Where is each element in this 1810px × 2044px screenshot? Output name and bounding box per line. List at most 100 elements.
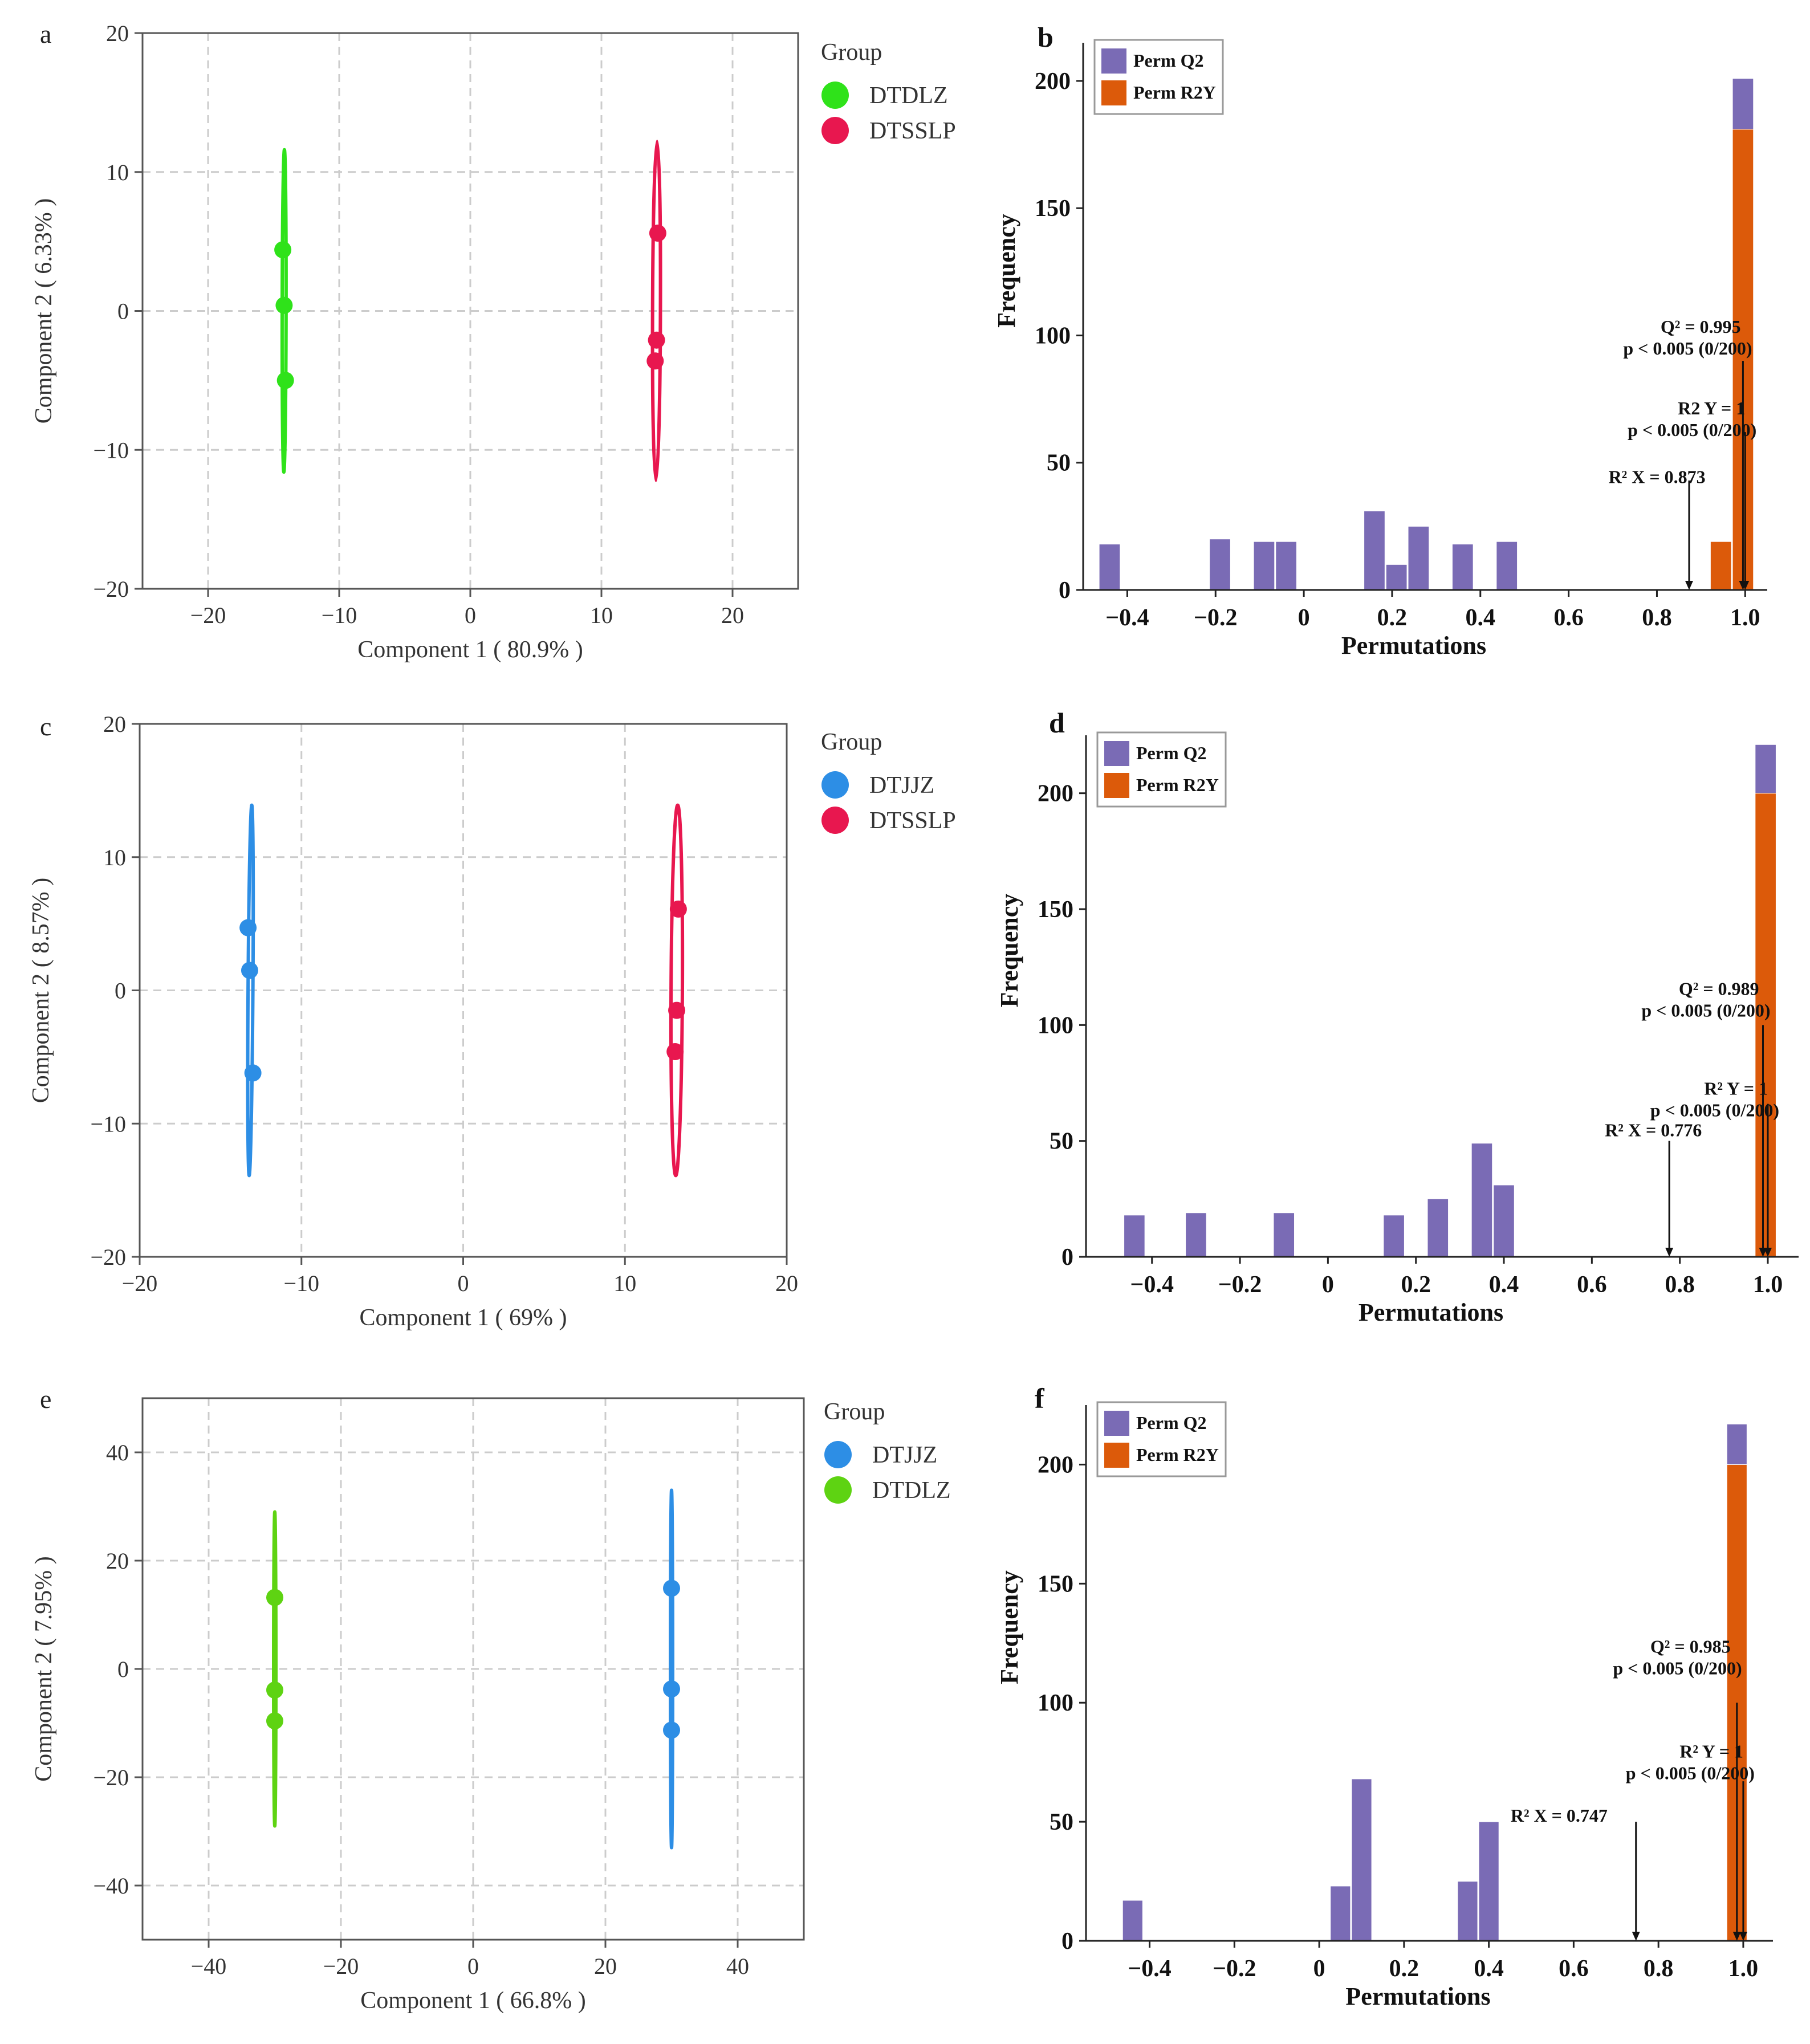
histogram-bar [1385,564,1408,591]
legend-label: DTDLZ [872,1477,951,1504]
series-DTDLZ [274,148,294,474]
annotation-line2: p < 0.005 (0/200) [1613,1658,1742,1678]
legend-swatch [1101,48,1126,74]
annotation-arrowhead [1665,1248,1674,1257]
histogram-bar [1427,1198,1449,1257]
x-tick-label: −10 [283,1271,319,1296]
histogram-bar [1493,1184,1515,1257]
legend-label: Perm R2Y [1136,1444,1219,1465]
annotation-line1: R² X = 0.747 [1511,1805,1608,1826]
confidence-ellipse [669,1488,674,1850]
y-axis-label: Frequency [995,1570,1023,1684]
x-tick-label: 0 [1322,1272,1334,1298]
legend: Perm Q2 Perm R2Y [1096,731,1227,808]
x-tick-label: −20 [323,1953,359,1979]
histogram-bar [1755,793,1776,1257]
y-tick-label: 200 [1035,68,1071,95]
confidence-ellipse [272,1510,278,1828]
annotation-line1: R² X = 0.873 [1609,466,1706,487]
data-point [275,296,293,314]
panel-letter: c [40,712,51,741]
y-tick-label: 150 [1035,196,1071,222]
x-tick-label: 0.2 [1389,1956,1419,1982]
legend-marker [821,807,849,834]
x-tick-label: 0.4 [1466,605,1496,631]
y-tick-label: 50 [1050,1809,1073,1835]
y-axis-label: Component 2 ( 7.95% ) [31,1556,57,1781]
histogram-bar [1185,1212,1207,1257]
y-tick-label: 150 [1038,1571,1073,1597]
legend-swatch [1104,773,1129,798]
x-axis-label: Permutations [1345,1982,1490,2010]
y-tick-label: −10 [90,1111,126,1137]
histogram-bar [1209,539,1231,591]
x-tick-label: 20 [721,602,744,628]
legend-marker [824,1441,852,1468]
confidence-ellipse [669,803,685,1178]
histogram-bar [1408,526,1430,591]
x-tick-label: 0.4 [1474,1956,1504,1982]
data-point [266,1681,283,1699]
histogram-bar [1451,544,1474,591]
annotation-line2: p < 0.005 (0/200) [1628,420,1756,440]
x-axis-label: Component 1 ( 80.9% ) [357,637,583,663]
legend-label: DTJJZ [869,772,934,799]
legend-label: DTSSLP [869,808,956,834]
x-tick-label: −40 [191,1953,227,1979]
y-tick-label: −20 [93,1765,129,1790]
annotation: R² X = 0.747 [1511,1805,1640,1941]
x-tick-label: 0.6 [1577,1272,1607,1298]
histogram-bar [1099,544,1121,591]
legend: Group DTJJZ DTSSLP [821,729,956,834]
series-DTSSLP [666,803,687,1178]
annotation-line1: R² Y = 1 [1704,1078,1768,1098]
x-tick-label: −0.2 [1194,605,1237,631]
x-tick-label: 20 [775,1271,798,1296]
x-tick-label: 20 [594,1953,617,1979]
y-tick-label: 0 [1061,1244,1073,1271]
y-tick-label: 100 [1038,1690,1073,1716]
x-tick-label: 0 [465,602,476,628]
y-tick-label: 40 [106,1440,129,1465]
annotation-arrowhead [1685,581,1693,590]
panel-f: f −0.4 −0.2 0 0.2 0.4 0.6 0.8 1.0 0 50 100 150 200 Per… [995,1382,1773,2010]
x-tick-label: −0.4 [1105,605,1149,631]
y-tick-label: 150 [1038,897,1073,923]
legend-label: DTJJZ [872,1442,937,1468]
x-tick-label: 0.8 [1642,605,1672,631]
histogram-bar [1330,1886,1351,1941]
legend-label: Perm R2Y [1136,775,1219,795]
x-tick-label: 10 [613,1271,636,1296]
histogram-bar [1710,541,1732,591]
x-tick-label: −0.2 [1218,1272,1262,1298]
histogram-bar [1457,1881,1478,1941]
data-point [663,1579,680,1597]
x-tick-label: −0.2 [1213,1956,1256,1982]
data-point [663,1721,680,1739]
data-point [649,225,666,242]
legend-marker [824,1476,852,1504]
x-tick-label: −20 [190,602,226,628]
series-DTDLZ [266,1510,283,1828]
legend-label: Perm Q2 [1136,743,1207,763]
annotation-line1: Q² = 0.995 [1661,316,1741,337]
x-tick-label: 40 [726,1953,749,1979]
histogram-bar [1383,1215,1405,1257]
y-tick-label: 10 [103,845,126,870]
legend-title: Group [824,1399,885,1425]
x-axis-label: Component 1 ( 66.8% ) [360,1988,585,2014]
histogram-bar [1124,1215,1145,1257]
y-tick-label: 50 [1050,1129,1073,1155]
legend-marker [821,82,849,109]
x-tick-label: 0 [1298,605,1310,631]
histogram-bar [1351,1778,1372,1941]
data-point [648,331,665,349]
y-tick-label: −20 [93,576,129,602]
histogram-bar [1122,1900,1143,1941]
annotation-line1: R² Y = 1 [1679,1741,1743,1761]
y-tick-label: 20 [106,1548,129,1574]
legend: Group DTJJZ DTDLZ [824,1399,951,1504]
